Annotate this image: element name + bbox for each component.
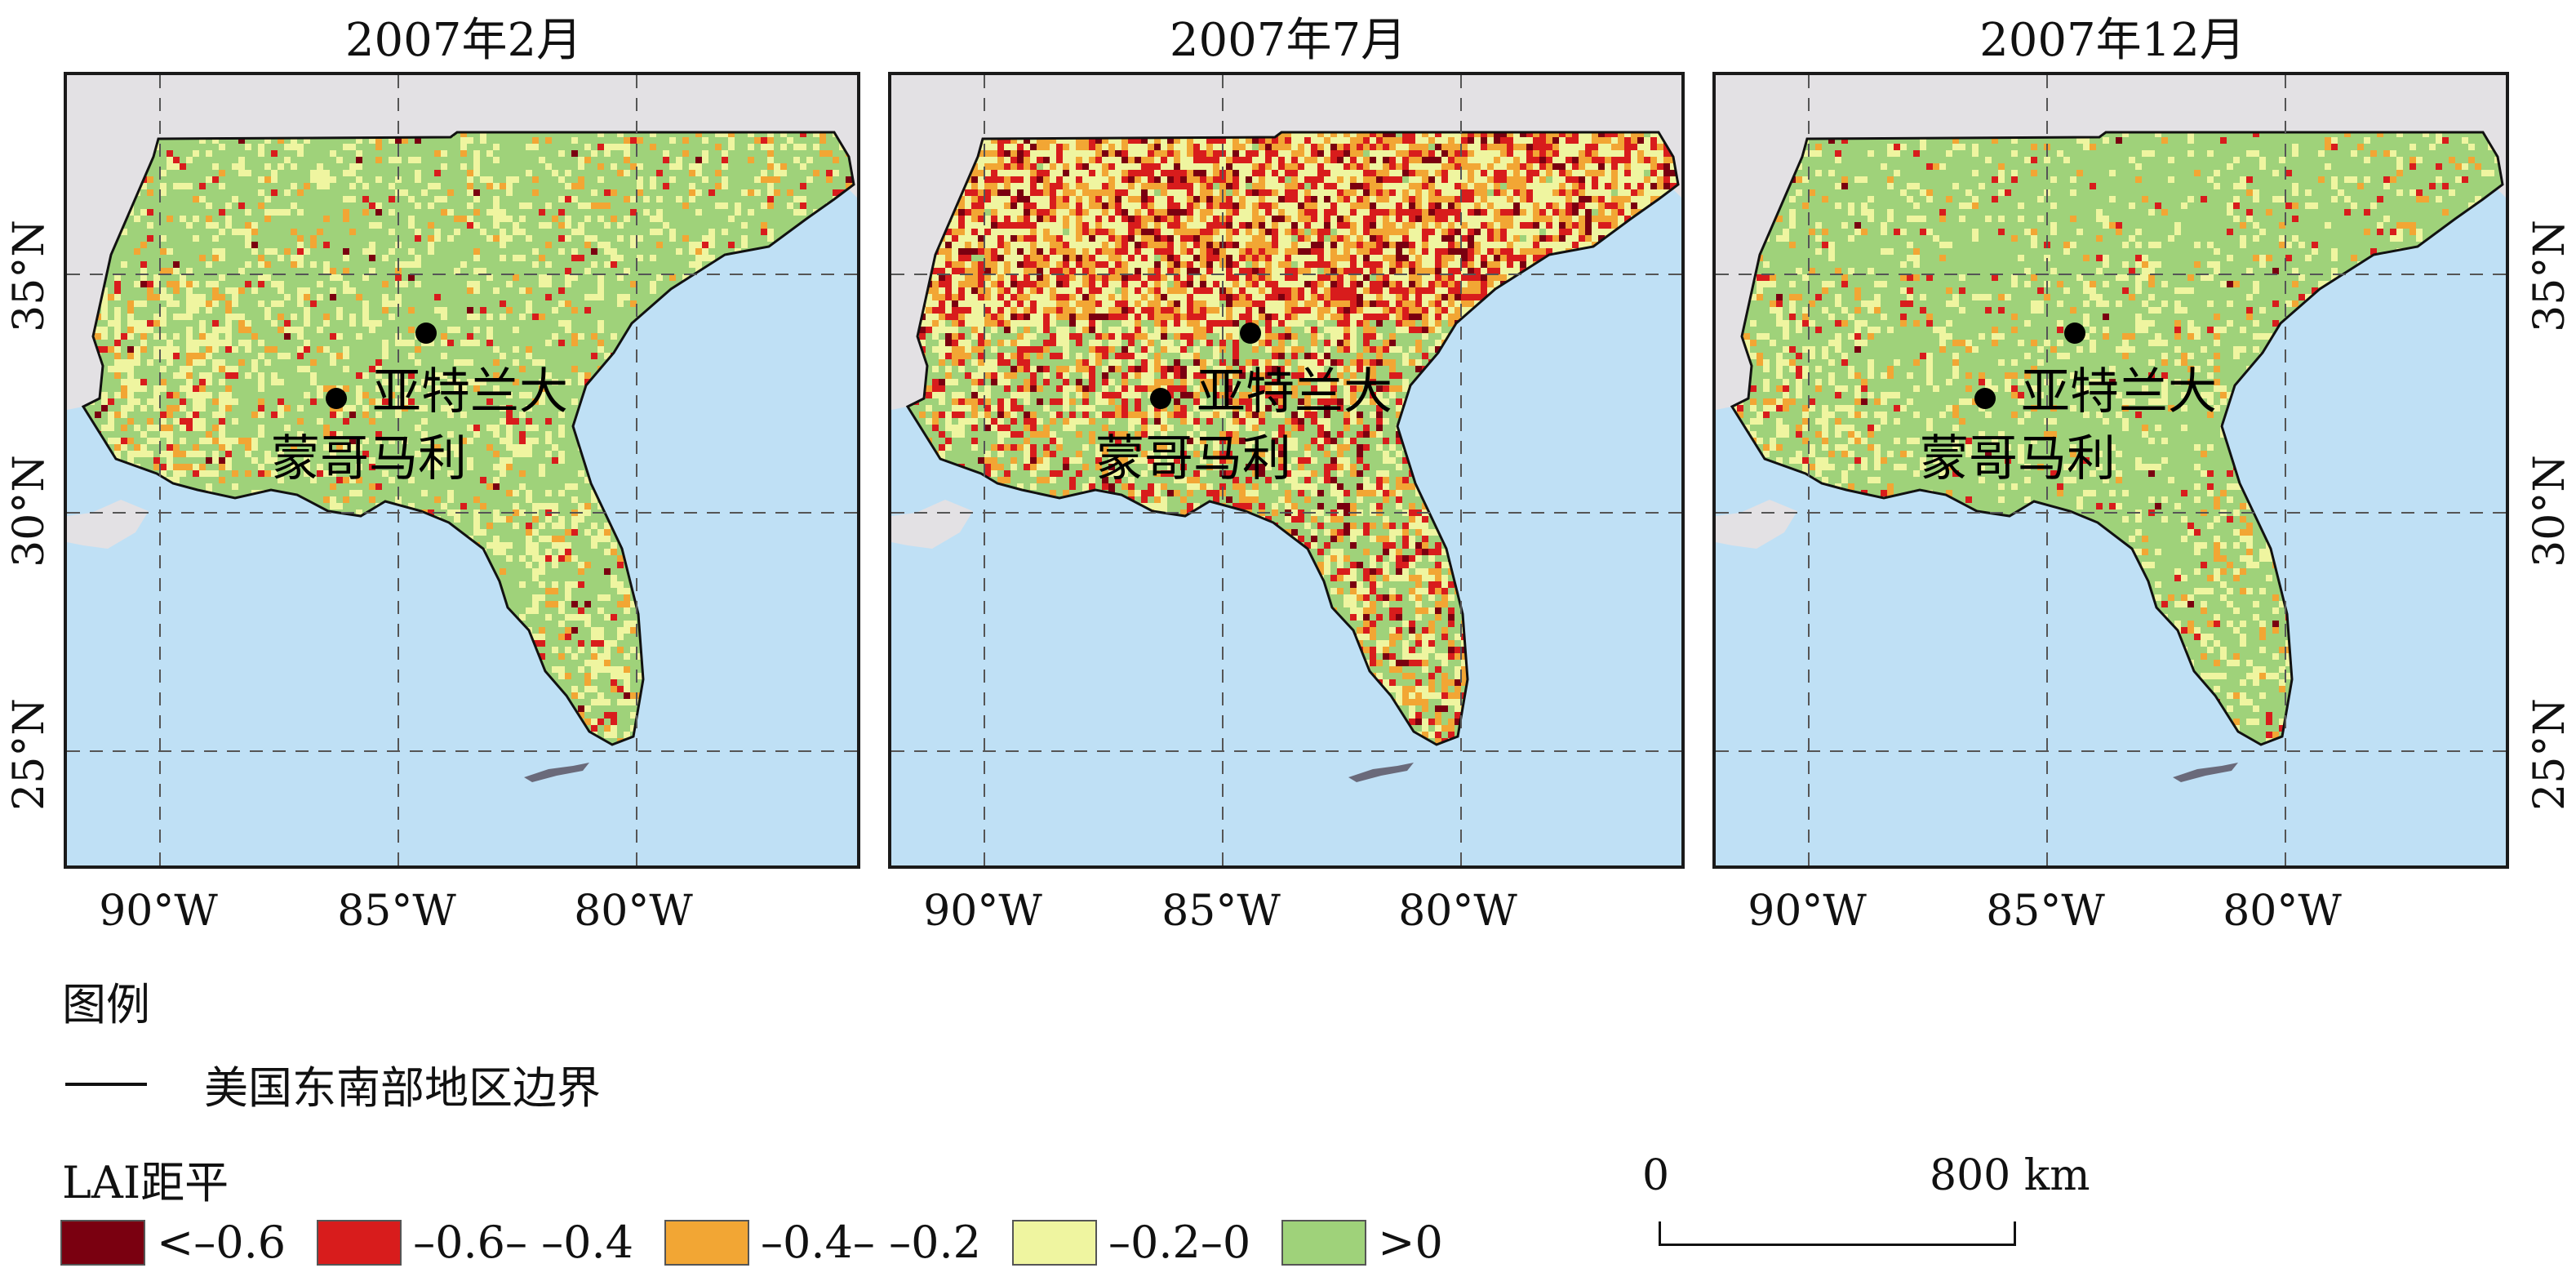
outside-land	[67, 500, 149, 549]
lon-label-80w: 80°W	[574, 887, 693, 936]
outside-land	[891, 500, 973, 549]
legend-item-label: –0.2–0	[1108, 1217, 1251, 1268]
city-marker-atlanta	[2064, 323, 2085, 344]
map-panel-jul: 亚特兰大蒙哥马利	[888, 72, 1685, 869]
panel-title-feb: 2007年2月	[344, 14, 583, 67]
legend-swatch	[60, 1219, 145, 1266]
region-boundary	[1730, 131, 2504, 746]
scale-bar-line	[1659, 1221, 2016, 1246]
region-boundary	[81, 131, 855, 746]
legend-title: 图例	[62, 979, 150, 1030]
boundary-line-swatch	[65, 1082, 147, 1086]
florida-keys	[524, 763, 589, 782]
legend-boundary-label: 美国东南部地区边界	[204, 1062, 601, 1114]
panel-title-dec: 2007年12月	[1979, 14, 2245, 67]
map-panel-feb: 亚特兰大蒙哥马利	[64, 72, 860, 869]
lat-label-35n: 35°N	[2525, 220, 2574, 332]
lon-label-80w: 80°W	[2223, 887, 2342, 936]
lon-label-90w: 90°W	[99, 887, 218, 936]
lat-label-25n: 25°N	[5, 698, 54, 811]
lai-legend: <–0.6 –0.6– –0.4 –0.4– –0.2 –0.2–0 >0	[60, 1217, 1474, 1268]
region-fill	[1732, 132, 2503, 745]
lon-label-80w: 80°W	[1398, 887, 1517, 936]
lon-label-85w: 85°W	[1161, 887, 1281, 936]
city-label-atlanta: 亚特兰大	[2021, 363, 2217, 420]
legend-item-label: >0	[1378, 1217, 1443, 1268]
lon-label-90w: 90°W	[1748, 887, 1867, 936]
legend-swatch	[317, 1219, 402, 1266]
lon-label-85w: 85°W	[337, 887, 456, 936]
lon-label-85w: 85°W	[1986, 887, 2105, 936]
city-marker-atlanta	[415, 323, 437, 344]
scale-bar: 0 800 km	[1642, 1151, 2090, 1249]
legend-swatch	[664, 1219, 750, 1266]
lat-label-30n: 30°N	[2525, 455, 2574, 567]
panel-title-jul: 2007年7月	[1169, 14, 1407, 67]
scale-bar-end-label: 800 km	[1930, 1151, 2090, 1200]
legend-swatch	[1281, 1219, 1367, 1266]
outside-land	[1716, 500, 1797, 549]
outside-land	[891, 75, 1681, 410]
lon-label-90w: 90°W	[923, 887, 1042, 936]
outside-land	[67, 75, 857, 410]
city-marker-atlanta	[1240, 323, 1261, 344]
city-label-montgomery: 蒙哥马利	[1920, 430, 2116, 487]
legend-item-neg02-0: –0.2–0	[1011, 1217, 1251, 1268]
legend-item-label: –0.6– –0.4	[413, 1217, 634, 1268]
legend-item-neg04-neg02: –0.4– –0.2	[664, 1217, 981, 1268]
legend-item-gt0: >0	[1281, 1217, 1443, 1268]
legend-item-label: –0.4– –0.2	[761, 1217, 981, 1268]
city-label-atlanta: 亚特兰大	[372, 363, 568, 420]
florida-keys	[1348, 763, 1414, 782]
city-label-montgomery: 蒙哥马利	[271, 430, 467, 487]
legend-boundary-row: 美国东南部地区边界	[65, 1052, 601, 1116]
legend-swatch	[1011, 1219, 1097, 1266]
legend-item-lt-neg06: <–0.6	[60, 1217, 286, 1268]
city-label-montgomery: 蒙哥马利	[1095, 430, 1291, 487]
lat-label-35n: 35°N	[5, 220, 54, 332]
lat-label-25n: 25°N	[2525, 698, 2574, 811]
city-marker-montgomery	[1150, 388, 1171, 409]
city-marker-montgomery	[326, 388, 347, 409]
legend-item-label: <–0.6	[157, 1217, 286, 1268]
lai-legend-title: LAI距平	[62, 1157, 229, 1208]
lat-label-30n: 30°N	[5, 455, 54, 567]
outside-land	[1716, 75, 2506, 410]
region-boundary	[905, 131, 1680, 746]
map-panel-dec: 亚特兰大蒙哥马利	[1712, 72, 2509, 869]
legend-item-neg06-neg04: –0.6– –0.4	[317, 1217, 633, 1268]
city-label-atlanta: 亚特兰大	[1197, 363, 1392, 420]
city-marker-montgomery	[1974, 388, 1996, 409]
scale-bar-start-label: 0	[1642, 1151, 1670, 1200]
florida-keys	[2173, 763, 2238, 782]
